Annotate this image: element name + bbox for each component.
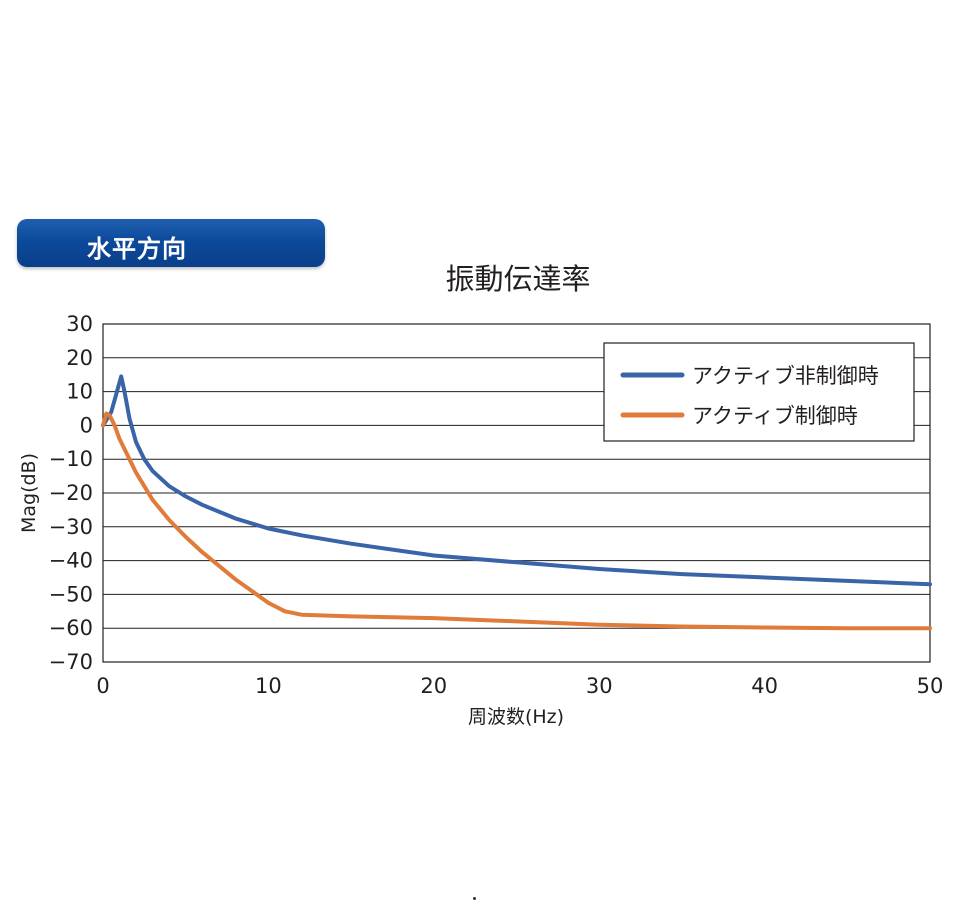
x-tick-label: 30	[586, 674, 613, 698]
x-tick-label: 0	[96, 674, 109, 698]
x-tick-label: 10	[255, 674, 282, 698]
direction-badge: 水平方向	[17, 219, 325, 267]
y-tick-label: 20	[66, 346, 93, 370]
x-tick-label: 50	[917, 674, 944, 698]
y-tick-label: −70	[49, 650, 93, 674]
y-tick-label: 10	[66, 380, 93, 404]
y-tick-label: 30	[66, 312, 93, 336]
legend-label-2: アクティブ制御時	[692, 404, 858, 428]
chart-title: 振動伝達率	[445, 262, 590, 296]
stray-mark	[473, 897, 476, 900]
y-axis-ticks: 30 20 10 0 −10 −20 −30 −40 −50 −60 −70	[49, 312, 93, 674]
y-tick-label: 0	[80, 413, 93, 437]
x-axis-ticks: 0 10 20 30 40 50	[96, 674, 943, 698]
y-tick-label: −40	[49, 549, 93, 573]
legend-label-1: アクティブ非制御時	[692, 364, 879, 388]
series-lines	[101, 374, 932, 631]
plot-frame	[102, 323, 931, 663]
y-tick-label: −30	[49, 515, 93, 539]
x-axis-label: 周波数(Hz)	[468, 706, 564, 728]
legend-box	[603, 342, 915, 442]
y-tick-label: −10	[49, 447, 93, 471]
series-line-1	[101, 374, 932, 587]
y-tick-label: −50	[49, 582, 93, 606]
y-tick-label: −20	[49, 481, 93, 505]
x-tick-label: 40	[751, 674, 778, 698]
y-tick-label: −60	[49, 616, 93, 640]
y-axis-label: Mag(dB)	[18, 453, 40, 533]
series-line-2	[101, 411, 932, 631]
direction-badge-label: 水平方向	[87, 235, 187, 263]
x-tick-label: 20	[420, 674, 447, 698]
